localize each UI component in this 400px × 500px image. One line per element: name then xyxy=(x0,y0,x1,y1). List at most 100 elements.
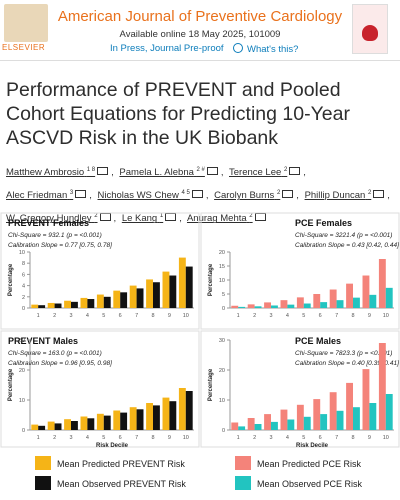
x-tick-label: 2 xyxy=(253,435,256,441)
x-tick-label: 2 xyxy=(53,313,56,319)
bar xyxy=(280,300,288,308)
author-affiliation: 1 xyxy=(159,213,164,220)
help-link[interactable]: What's this? xyxy=(233,43,298,55)
x-tick-label: 8 xyxy=(151,435,154,441)
x-tick-label: 1 xyxy=(37,435,40,441)
email-icon[interactable] xyxy=(206,167,218,176)
author-name: Pamela L. Alebna xyxy=(119,167,194,179)
bar xyxy=(136,288,144,308)
x-tick-label: 6 xyxy=(119,435,122,441)
publisher: ELSEVIER xyxy=(2,43,46,52)
email-icon[interactable] xyxy=(191,190,203,199)
bar xyxy=(287,419,295,430)
x-tick-label: 4 xyxy=(286,435,289,441)
author-name: Anurag Mehta xyxy=(186,213,247,225)
y-axis-label: Percentage xyxy=(8,368,14,401)
author[interactable]: Anurag Mehta 2 xyxy=(187,213,266,224)
separator: , xyxy=(89,190,92,202)
email-icon[interactable] xyxy=(289,167,301,176)
bar xyxy=(146,279,153,308)
journal-cover[interactable] xyxy=(352,4,388,54)
x-tick-label: 8 xyxy=(351,313,354,319)
panel-stat: Chi-Square = 163.0 (p = <0.001) xyxy=(8,350,102,357)
bar xyxy=(271,305,278,308)
bar xyxy=(31,424,39,430)
x-tick-label: 2 xyxy=(253,313,256,319)
bar xyxy=(80,297,88,308)
panel-stat: Calibration Slope = 0.43 [0.42, 0.44] xyxy=(295,242,399,249)
bar xyxy=(313,399,321,430)
panel-title: PREVENT Males xyxy=(8,336,78,346)
journal-title[interactable]: American Journal of Preventive Cardiolog… xyxy=(57,8,343,25)
email-icon[interactable] xyxy=(254,213,266,222)
status[interactable]: In Press, Journal Pre-proof xyxy=(110,43,224,54)
bar xyxy=(87,418,95,430)
bar xyxy=(346,382,353,430)
author[interactable]: W. Gregory Hundley 2 xyxy=(6,213,111,224)
x-tick-label: 8 xyxy=(351,435,354,441)
bar xyxy=(303,303,311,308)
bar xyxy=(296,404,304,430)
separator: , xyxy=(296,190,299,202)
bar xyxy=(247,304,255,308)
bar xyxy=(346,283,353,308)
author[interactable]: Matthew Ambrosio 1 8 xyxy=(6,167,109,178)
author-affiliation: 2 xyxy=(249,213,253,220)
author[interactable]: Phillip Duncan 2 xyxy=(305,190,385,201)
bar xyxy=(264,302,271,308)
panel-title: PCE Females xyxy=(295,218,352,228)
email-icon[interactable] xyxy=(165,213,177,222)
y-tick-label: 0 xyxy=(222,428,225,434)
bar xyxy=(80,416,88,430)
publisher-logo xyxy=(4,4,48,42)
panel-stat: Chi-Square = 7823.3 (p = <0.001) xyxy=(295,350,392,357)
bar xyxy=(96,294,104,308)
author[interactable]: Alec Friedman 3 xyxy=(6,190,87,201)
legend-swatch xyxy=(235,456,251,470)
author[interactable]: Carolyn Burns 2 xyxy=(214,190,294,201)
author[interactable]: Terence Lee 2 xyxy=(229,167,301,179)
author[interactable]: Le Kang 1 xyxy=(122,213,177,224)
panel-title: PCE Males xyxy=(295,336,341,346)
bar xyxy=(185,391,193,430)
bar xyxy=(136,409,144,430)
bar xyxy=(96,413,104,430)
bar xyxy=(162,397,170,430)
bar xyxy=(378,343,386,430)
email-icon[interactable] xyxy=(75,190,87,199)
bar xyxy=(153,282,160,308)
y-tick-label: 0 xyxy=(222,306,225,312)
author-affiliation: 2 # xyxy=(196,167,205,173)
bar xyxy=(169,275,177,308)
bar xyxy=(47,421,55,430)
bar xyxy=(178,257,186,308)
bar xyxy=(264,414,271,430)
y-tick-label: 20 xyxy=(19,368,25,374)
email-icon[interactable] xyxy=(373,190,385,199)
email-icon[interactable] xyxy=(97,167,109,176)
x-tick-label: 9 xyxy=(168,435,171,441)
author-affiliation: 3 xyxy=(69,190,74,197)
bar xyxy=(238,426,246,430)
bar xyxy=(231,422,239,430)
divider xyxy=(0,60,400,61)
x-tick-label: 3 xyxy=(69,435,72,441)
author[interactable]: Pamela L. Alebna 2 # xyxy=(119,167,218,179)
email-icon[interactable] xyxy=(282,190,294,199)
bar xyxy=(153,405,160,430)
legend-swatch xyxy=(35,456,51,470)
email-icon[interactable] xyxy=(99,213,111,222)
bar xyxy=(271,421,278,430)
y-tick-label: 10 xyxy=(219,398,225,404)
author-name: Terence Lee xyxy=(229,167,282,179)
panel-stat: Calibration Slope = 0.96 [0.95, 0.98] xyxy=(8,360,112,367)
author-list: Matthew Ambrosio 1 8, Pamela L. Alebna 2… xyxy=(6,160,398,229)
author-affiliation: 1 8 xyxy=(86,167,96,173)
y-tick-label: 10 xyxy=(19,250,25,256)
x-tick-label: 8 xyxy=(151,313,154,319)
author[interactable]: Nicholas WS Chew 4 5 xyxy=(98,190,203,201)
separator: , xyxy=(111,167,114,179)
bar xyxy=(280,409,288,430)
y-tick-label: 6 xyxy=(22,272,25,278)
figure: PREVENT Females Chi-Square = 932.1 (p = <… xyxy=(0,212,400,490)
